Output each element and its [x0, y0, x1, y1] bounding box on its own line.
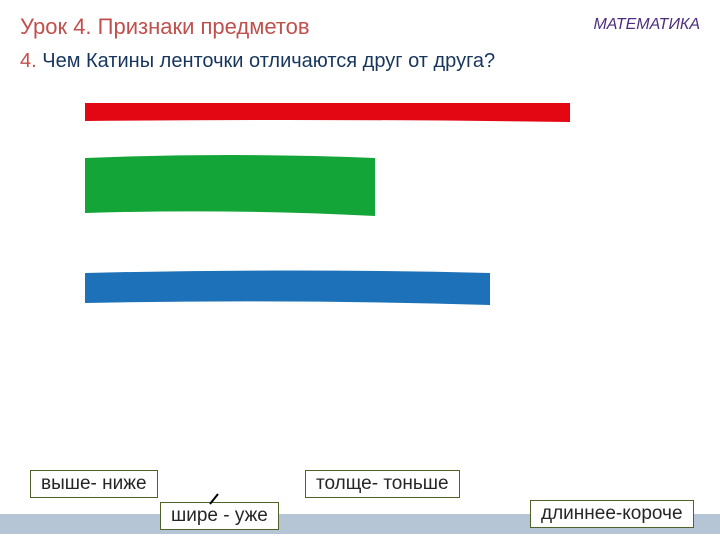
- question-text: Чем Катины ленточки отличаются друг от д…: [42, 50, 495, 72]
- ribbons-area: [0, 103, 720, 383]
- red-ribbon: [85, 103, 570, 122]
- ribbons-svg: [0, 103, 720, 383]
- slide-header: Урок 4. Признаки предметов МАТЕМАТИКА: [0, 0, 720, 48]
- question-number: 4.: [20, 50, 37, 72]
- subject-label: МАТЕМАТИКА: [593, 16, 700, 34]
- answer-box-0[interactable]: выше- ниже: [30, 470, 158, 498]
- blue-ribbon: [85, 271, 490, 306]
- answer-area: выше- нижешире - уже толще- тоньше длиннее…: [0, 464, 720, 534]
- green-ribbon: [85, 155, 375, 216]
- question-row: 4. Чем Катины ленточки отличаются друг о…: [0, 48, 720, 83]
- answer-box-1[interactable]: шире - уже: [160, 502, 279, 530]
- answer-box-2[interactable]: толще- тоньше: [305, 470, 460, 498]
- accent-mark-icon: [208, 492, 222, 506]
- answer-box-3[interactable]: длиннее-короче: [530, 500, 694, 528]
